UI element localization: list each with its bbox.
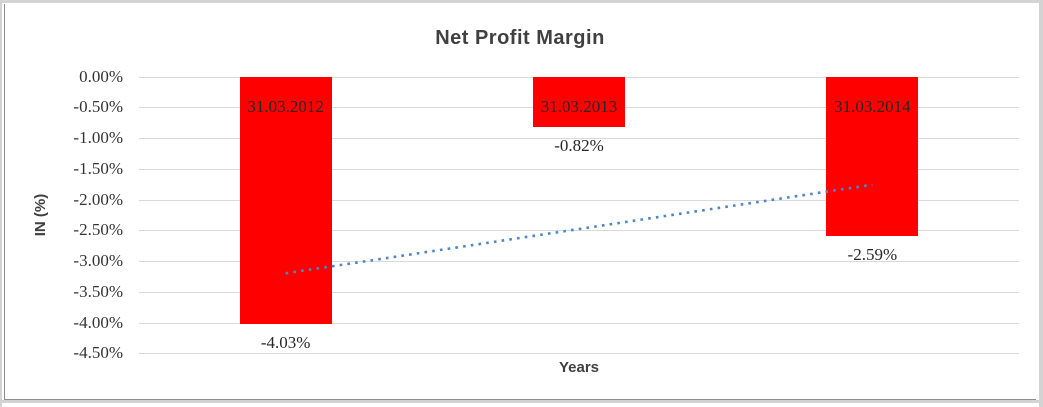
screenshot-edge-top [0, 0, 1043, 3]
category-label: 31.03.2012 [247, 97, 324, 116]
value-label: -2.59% [847, 244, 898, 264]
category-label: 31.03.2013 [540, 97, 618, 116]
bar-31.03.2013 [533, 76, 625, 127]
y-axis-tick-label: -3.00% [73, 251, 123, 270]
y-axis-tick-label: -2.00% [73, 189, 123, 209]
screenshot-edge-left [0, 0, 2, 407]
screenshot-edge-bottom [0, 400, 1043, 403]
category-label: 31.03.2014 [834, 97, 911, 116]
screenshot-edge-right [1039, 0, 1043, 407]
chart-border-left [4, 4, 5, 400]
y-axis-tick-label: 0.00% [79, 66, 123, 86]
x-axis-title: Years [558, 359, 600, 376]
y-axis-tick-label: -1.00% [73, 128, 123, 147]
y-axis-tick-label: -4.00% [73, 312, 123, 332]
gridline [139, 353, 1019, 355]
chart-title: Net Profit Margin [435, 27, 605, 49]
y-axis-tick-label: -2.50% [73, 220, 123, 240]
y-axis-tick-label: -0.50% [73, 97, 123, 117]
y-axis-tick-label: -1.50% [73, 158, 123, 178]
y-axis-tick-label: -4.50% [73, 343, 123, 363]
value-label: -0.82% [554, 135, 604, 155]
y-axis-tick-label: -3.50% [73, 281, 123, 301]
chart-border-bottom [4, 399, 1036, 400]
value-label: -4.03% [260, 333, 311, 353]
